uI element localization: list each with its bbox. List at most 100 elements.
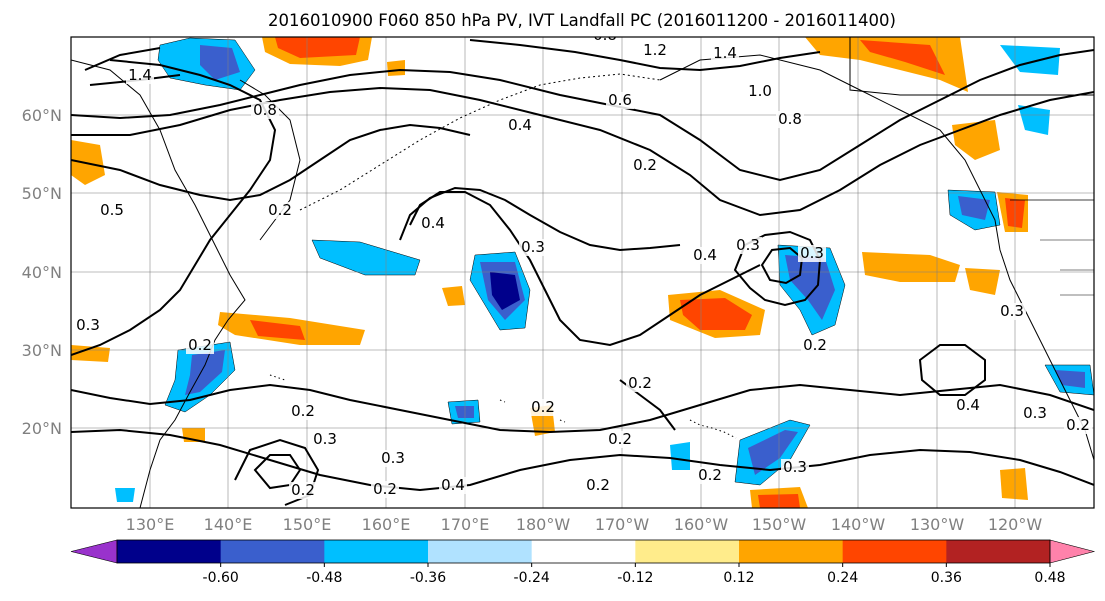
- colorbar-extend-low: [70, 539, 118, 564]
- contour-label: 0.8: [778, 110, 802, 128]
- contour-label: 0.4: [508, 116, 532, 134]
- coastline-alaska: [659, 54, 1094, 461]
- shade-negative-strong: [748, 430, 798, 475]
- contour-label-bg: [379, 450, 407, 467]
- contour-label-bg: [954, 397, 982, 414]
- contour-label: 0.3: [521, 238, 545, 256]
- contour-label-bg: [289, 403, 317, 420]
- lat-label: 60°N: [22, 106, 62, 125]
- contour-label: 0.2: [291, 402, 315, 420]
- contour-label-bg: [798, 245, 826, 262]
- contour-label: 0.3: [1000, 302, 1024, 320]
- colorbar-swatch: [117, 540, 222, 563]
- lat-label: 30°N: [22, 341, 62, 360]
- contour-line: [253, 454, 302, 490]
- shade-negative: [670, 442, 690, 470]
- contour-label: 0.3: [736, 236, 760, 254]
- shade-negative-strong: [200, 45, 240, 80]
- contour-label: 1.2: [643, 41, 667, 59]
- contour-label: 0.3: [76, 316, 100, 334]
- contour-label-bg: [74, 317, 102, 334]
- contour-label-bg: [529, 399, 557, 416]
- contour-label-bg: [266, 202, 294, 219]
- lat-label: 20°N: [22, 419, 62, 438]
- contour-label-bg: [1021, 405, 1049, 422]
- lon-label: 120°W: [988, 515, 1043, 534]
- colorbar-tick-label: -0.12: [617, 570, 653, 586]
- contour-label-bg: [776, 111, 804, 128]
- contour-label: 0.3: [783, 458, 807, 476]
- contour-label-bg: [98, 202, 126, 219]
- shade-positive: [442, 286, 465, 306]
- lon-label: 160°W: [674, 515, 729, 534]
- colorbar-swatch: [739, 540, 844, 563]
- contour-label-bg: [606, 92, 634, 109]
- contour-label-bg: [606, 431, 634, 448]
- shade-negative: [311, 239, 421, 276]
- contour-line: [71, 123, 471, 202]
- contour-label: 0.6: [608, 91, 632, 109]
- colorbar-tick-label: 0.48: [1034, 570, 1065, 586]
- shade-negative-strong: [785, 255, 835, 320]
- contour-label: 0.2: [268, 201, 292, 219]
- contour-line: [918, 344, 986, 396]
- contour-label-bg: [626, 375, 654, 392]
- contour-label-bg: [781, 459, 809, 476]
- coastline-kamchatka: [239, 79, 301, 241]
- shade-positive: [952, 120, 1000, 160]
- shade-negative: [1018, 105, 1050, 135]
- contour-line: [733, 230, 822, 307]
- shade-positive: [965, 268, 1000, 295]
- colorbar-tick-label: -0.60: [203, 570, 239, 586]
- contour-label: 0.2: [531, 398, 555, 416]
- contour-label-bg: [998, 303, 1026, 320]
- contour-label-bg: [251, 102, 279, 119]
- colorbar-tick-label: 0.24: [827, 570, 858, 586]
- contour-label: 0.2: [628, 374, 652, 392]
- contour-label: 0.3: [381, 449, 405, 467]
- contour-label: 1.4: [713, 44, 737, 62]
- colorbar-swatch: [635, 540, 740, 563]
- contour-line: [399, 186, 681, 252]
- contour-label-bg: [696, 467, 724, 484]
- contour-label: 0.4: [956, 396, 980, 414]
- border-state: [1040, 239, 1094, 296]
- contour-label: 0.2: [608, 430, 632, 448]
- contour-line: [71, 59, 277, 356]
- contour-labels: 1.4 1.2 1.0 0.8 0.8 0.8 1.4 0.6 0.4 0.2 0.2 0.4 0.3 0…: [74, 37, 1092, 499]
- colorbar-tick-label: -0.48: [306, 570, 342, 586]
- lat-axis: 60°N 50°N 40°N 30°N 20°N: [22, 106, 62, 438]
- contour-label-bg: [584, 477, 612, 494]
- contour-line: [71, 428, 1094, 492]
- lon-label: 130°W: [910, 515, 965, 534]
- contour-line: [71, 383, 1094, 434]
- shade-positive: [71, 345, 110, 362]
- lon-label: 130°E: [126, 515, 175, 534]
- lon-label: 160°E: [362, 515, 411, 534]
- contour-label-bg: [734, 237, 762, 254]
- contour-label-bg: [631, 157, 659, 174]
- colorbar-swatch: [531, 540, 636, 563]
- colorbar-outline: [116, 539, 1051, 564]
- lat-label: 50°N: [22, 184, 62, 203]
- contour-label: 1.0: [748, 82, 772, 100]
- pv-shading: [71, 37, 1094, 508]
- lon-label: 170°W: [595, 515, 650, 534]
- colorbar-tick-label: -0.24: [514, 570, 550, 586]
- colorbar-extend-high: [1049, 539, 1096, 564]
- figure-title: 2016010900 F060 850 hPa PV, IVT Landfall…: [268, 11, 896, 30]
- colorbar-swatch: [324, 540, 429, 563]
- colorbar-swatch: [842, 540, 947, 563]
- contour-label-bg: [506, 117, 534, 134]
- shade-negative-strong: [490, 272, 520, 310]
- contour-label: 0.2: [803, 336, 827, 354]
- colorbar-tick-label: -0.36: [410, 570, 446, 586]
- colorbar: -0.60 -0.48 -0.36 -0.24 -0.12 0.12 0.24 0.36 0.4…: [70, 539, 1096, 586]
- colorbar-swatch: [428, 540, 533, 563]
- contour-label: 0.4: [693, 246, 717, 264]
- lon-label: 150°E: [283, 515, 332, 534]
- contour-label: 0.3: [313, 430, 337, 448]
- contour-label: 0.2: [291, 481, 315, 499]
- colorbar-swatch: [220, 540, 325, 563]
- coastline-asia: [71, 59, 246, 508]
